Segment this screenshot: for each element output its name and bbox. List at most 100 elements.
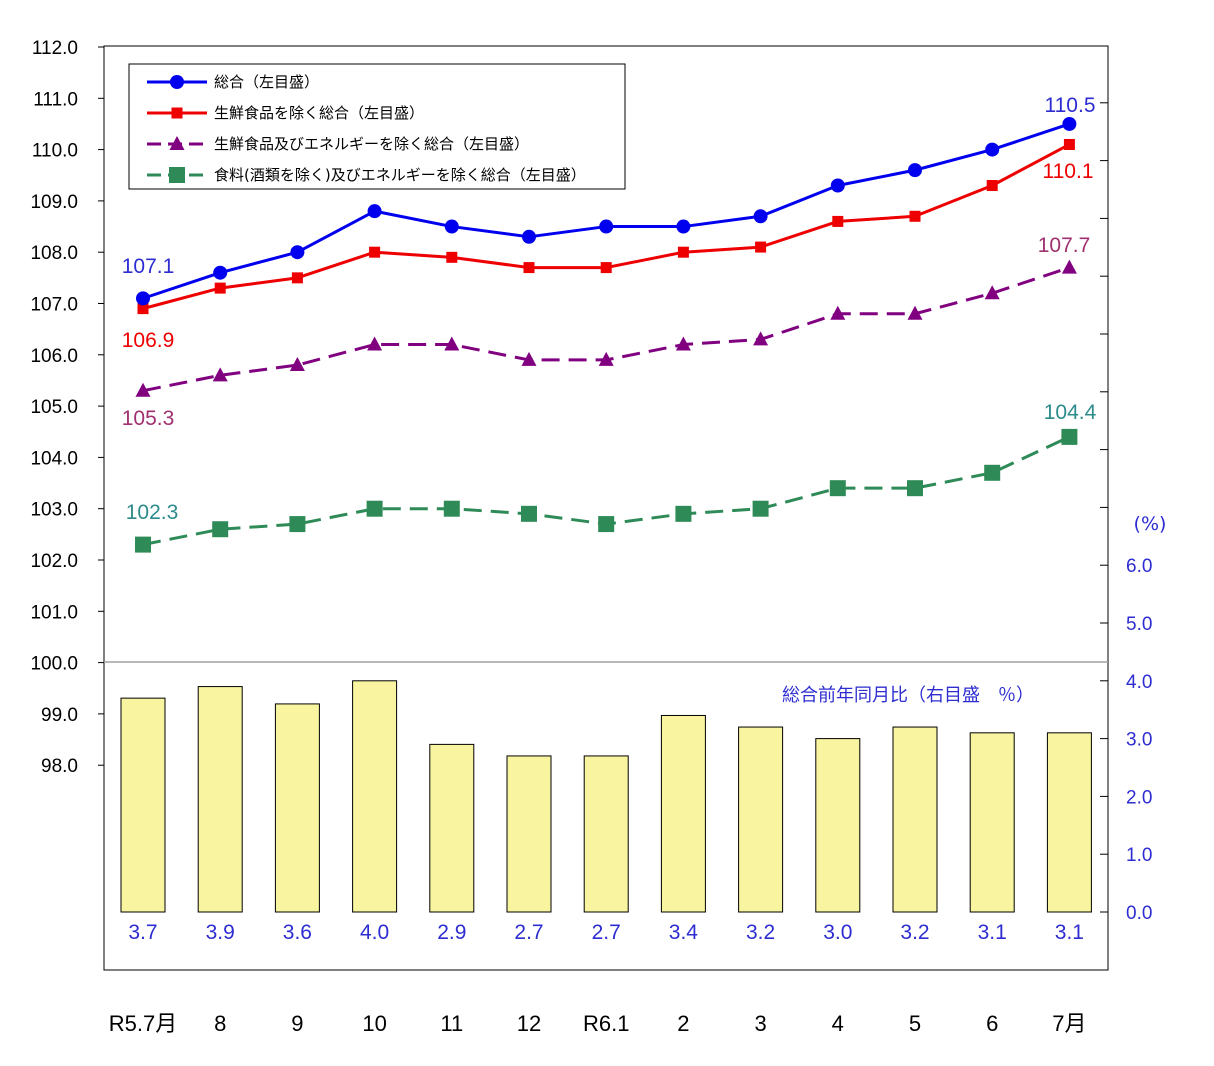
marker-triangle bbox=[830, 305, 846, 320]
legend-label: 生鮮食品を除く総合（左目盛） bbox=[214, 104, 424, 122]
marker-square bbox=[984, 464, 1001, 481]
marker-square bbox=[366, 500, 383, 517]
x-tick-label: 6 bbox=[986, 1011, 998, 1036]
bar bbox=[738, 726, 784, 913]
bar-value-label: 4.0 bbox=[360, 921, 389, 944]
bar-value-label: 2.7 bbox=[592, 921, 621, 944]
legend-box bbox=[128, 63, 626, 190]
bar-value-label: 2.9 bbox=[437, 921, 466, 944]
marker-square bbox=[1061, 428, 1078, 445]
legend-label: 食料(酒類を除く)及びエネルギーを除く総合（左目盛） bbox=[214, 166, 586, 184]
marker-square bbox=[752, 500, 769, 517]
left-tick-label: 106.0 bbox=[30, 346, 78, 367]
legend: 総合（左目盛） 生鮮食品を除く総合（左目盛） 生鮮食品及びエネルギーを除く総合（左目… bbox=[128, 63, 626, 190]
x-tick-label: 3 bbox=[754, 1011, 766, 1036]
marker-triangle bbox=[367, 336, 383, 351]
right-tick-label: 3.0 bbox=[1126, 730, 1152, 751]
x-axis-labels: R5.7月 8 9 10 11 12 R6.1 2 3 4 5 6 7月 bbox=[109, 1011, 1087, 1036]
marker-square bbox=[291, 272, 303, 284]
left-tick-label: 101.0 bbox=[30, 602, 78, 623]
bar-value-label: 3.2 bbox=[746, 921, 775, 944]
marker-circle bbox=[1062, 116, 1077, 131]
marker-circle bbox=[522, 229, 536, 244]
x-tick-label: 7月 bbox=[1052, 1011, 1086, 1036]
bar bbox=[583, 755, 629, 913]
bar-value-label: 3.1 bbox=[1055, 921, 1084, 944]
left-tick-label: 110.0 bbox=[32, 141, 78, 162]
marker-square bbox=[135, 536, 151, 553]
x-tick-label: 11 bbox=[440, 1011, 463, 1036]
first-value-label: 107.1 bbox=[122, 255, 175, 278]
marker-square bbox=[212, 521, 229, 538]
marker-circle bbox=[444, 219, 459, 234]
marker-circle bbox=[908, 163, 922, 178]
marker-square bbox=[598, 516, 615, 533]
left-tick-label: 99.0 bbox=[41, 705, 78, 726]
marker-triangle bbox=[984, 285, 1000, 300]
left-tick-label: 112.0 bbox=[32, 38, 78, 59]
right-tick-label: 1.0 bbox=[1126, 845, 1152, 866]
right-tick-label: 6.0 bbox=[1126, 556, 1152, 577]
x-tick-label: 4 bbox=[832, 1011, 844, 1036]
marker-square bbox=[443, 500, 460, 517]
x-tick-label: 2 bbox=[677, 1011, 689, 1036]
bar bbox=[1046, 732, 1092, 913]
marker-triangle bbox=[212, 367, 228, 382]
left-axis: 112.0 111.0 110.0 109.0 108.0 107.0 106.0 105.0… bbox=[30, 38, 104, 777]
right-axis: 6.0 5.0 4.0 3.0 2.0 1.0 0.0 bbox=[1100, 102, 1152, 924]
line-series-group bbox=[135, 116, 1078, 553]
marker-square bbox=[829, 480, 846, 497]
marker-triangle bbox=[289, 357, 305, 372]
bar bbox=[660, 714, 706, 913]
bar-value-label: 3.4 bbox=[669, 921, 699, 944]
marker-circle bbox=[136, 291, 150, 306]
left-tick-label: 105.0 bbox=[30, 397, 78, 418]
bar-value-label: 3.1 bbox=[978, 921, 1007, 944]
marker-circle bbox=[830, 178, 845, 193]
marker-circle bbox=[985, 142, 1000, 157]
marker-square bbox=[171, 107, 183, 119]
plot-frame bbox=[103, 45, 1109, 971]
right-tick-label: 4.0 bbox=[1126, 672, 1152, 693]
bar-value-label: 3.2 bbox=[900, 921, 929, 944]
bar-value-label: 3.0 bbox=[823, 921, 852, 944]
bar bbox=[429, 743, 475, 913]
marker-circle bbox=[599, 219, 614, 234]
marker-square bbox=[907, 480, 923, 497]
marker-square bbox=[909, 210, 921, 222]
marker-circle bbox=[213, 265, 228, 280]
marker-circle bbox=[170, 75, 184, 89]
marker-triangle bbox=[598, 351, 614, 366]
bar-series-title: 総合前年同月比（右目盛 ％） bbox=[782, 685, 1034, 706]
x-tick-label: 10 bbox=[362, 1011, 386, 1036]
bar bbox=[969, 732, 1015, 913]
left-tick-label: 100.0 bbox=[30, 654, 78, 675]
bar-series bbox=[120, 680, 1092, 913]
first-value-label: 105.3 bbox=[122, 407, 175, 430]
marker-circle bbox=[753, 209, 768, 224]
x-tick-label: R5.7月 bbox=[109, 1011, 177, 1036]
marker-square bbox=[677, 246, 689, 258]
marker-square bbox=[214, 282, 226, 294]
x-tick-label: R6.1 bbox=[583, 1011, 629, 1036]
marker-triangle bbox=[135, 382, 151, 397]
first-value-label: 102.3 bbox=[126, 501, 179, 524]
bar bbox=[506, 755, 552, 913]
marker-triangle bbox=[521, 351, 537, 366]
marker-circle bbox=[290, 245, 305, 260]
marker-triangle bbox=[907, 305, 923, 320]
left-tick-label: 103.0 bbox=[30, 500, 78, 521]
marker-circle bbox=[676, 219, 691, 234]
x-tick-label: 8 bbox=[214, 1011, 226, 1036]
bar-value-label: 3.7 bbox=[128, 921, 157, 944]
right-axis-unit: (%) bbox=[1134, 513, 1167, 535]
series-end-labels: 107.1 106.9 105.3 102.3 110.5 110.1 107.7 104.4 bbox=[122, 94, 1097, 524]
left-tick-label: 98.0 bbox=[41, 756, 78, 777]
marker-triangle bbox=[1061, 259, 1077, 274]
bar bbox=[274, 703, 320, 913]
left-tick-label: 104.0 bbox=[30, 448, 78, 469]
bar bbox=[120, 697, 166, 913]
last-value-label: 107.7 bbox=[1038, 234, 1091, 257]
marker-square bbox=[600, 262, 612, 274]
